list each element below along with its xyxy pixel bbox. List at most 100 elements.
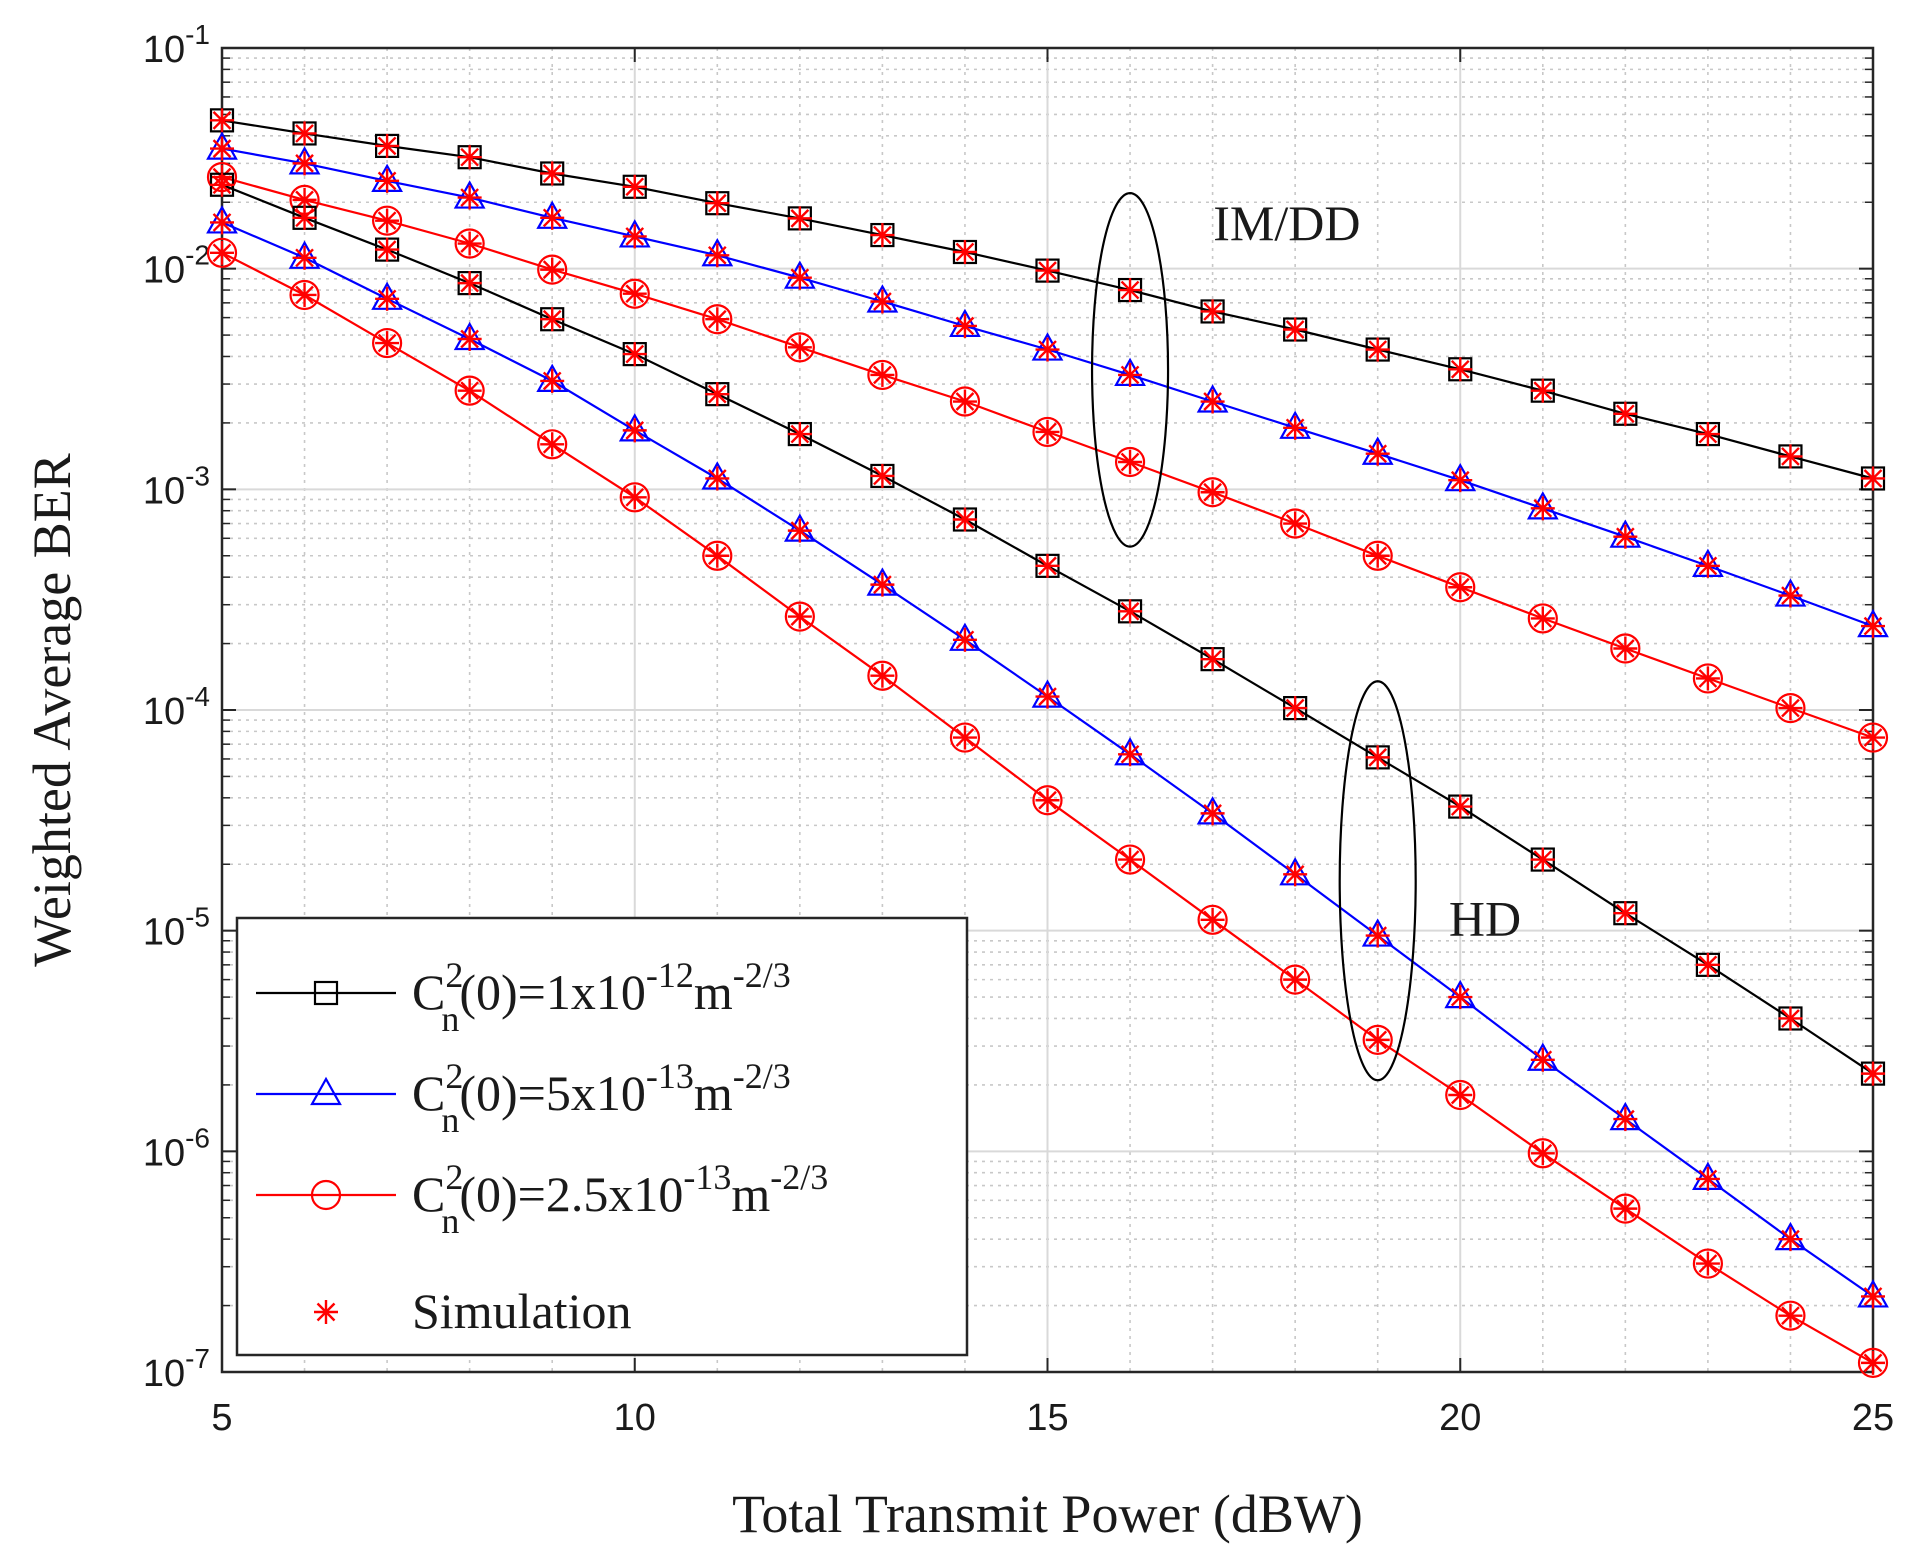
simulation-point xyxy=(787,335,812,360)
simulation-point xyxy=(375,208,400,233)
simulation-point xyxy=(375,237,400,262)
asterisk-stroke xyxy=(1038,261,1057,280)
simulation-point xyxy=(1695,1251,1720,1276)
simulation-point xyxy=(1778,1006,1803,1031)
asterisk-stroke xyxy=(542,309,562,329)
simulation-point xyxy=(1861,1350,1885,1375)
series-hd-circle xyxy=(206,237,1889,1378)
data-point-circle xyxy=(1280,964,1311,995)
series-lines xyxy=(206,108,1889,1378)
asterisk-stroke xyxy=(1698,424,1718,444)
simulation-point xyxy=(1530,1047,1555,1072)
simulation-point xyxy=(1613,636,1638,661)
asterisk-stroke xyxy=(1450,987,1470,1007)
simulation-point xyxy=(705,466,730,491)
simulation-point xyxy=(705,382,730,407)
asterisk-stroke xyxy=(1120,280,1140,300)
data-point-circle xyxy=(784,601,815,632)
asterisk-stroke xyxy=(460,381,479,400)
annotation-hd: HD xyxy=(1449,891,1521,947)
simulation-point xyxy=(457,145,482,170)
asterisk-stroke xyxy=(625,344,645,364)
asterisk-stroke xyxy=(1368,340,1388,359)
simulation-point xyxy=(1365,441,1390,466)
y-tick-label: 10-2 xyxy=(143,240,210,292)
data-point-circle xyxy=(1692,663,1724,694)
data-point-circle xyxy=(1114,844,1146,875)
y-tick-label: 10-4 xyxy=(143,681,210,733)
simulation-point xyxy=(1200,907,1225,932)
asterisk-stroke xyxy=(1368,444,1388,464)
asterisk-stroke xyxy=(460,273,479,293)
simulation-point xyxy=(787,604,812,629)
simulation-point xyxy=(1283,696,1308,721)
asterisk-stroke xyxy=(1781,586,1800,605)
simulation-point xyxy=(787,518,812,543)
asterisk-stroke xyxy=(1203,392,1222,411)
simulation-point xyxy=(210,172,234,197)
simulation-point xyxy=(1448,575,1473,600)
x-tick-label: 5 xyxy=(211,1397,232,1439)
simulation-point xyxy=(1448,357,1473,382)
asterisk-stroke xyxy=(295,285,314,305)
asterisk-stroke xyxy=(1450,577,1470,597)
asterisk-stroke xyxy=(873,666,892,686)
asterisk-stroke xyxy=(1285,865,1305,884)
data-point-circle xyxy=(949,386,981,417)
simulation-point xyxy=(1530,1141,1555,1166)
asterisk-stroke xyxy=(377,240,397,259)
asterisk-stroke xyxy=(790,268,810,288)
asterisk-stroke xyxy=(460,188,479,207)
asterisk-stroke xyxy=(377,136,397,156)
asterisk-stroke xyxy=(1616,1109,1635,1129)
simulation-point xyxy=(1861,614,1885,639)
legend-label: C2n(0)=1x10-12m-2/3​ xyxy=(412,955,791,1039)
simulation-point xyxy=(1200,480,1225,505)
simulation-point xyxy=(1283,415,1308,440)
simulation-point xyxy=(292,151,317,176)
simulation-point xyxy=(1035,258,1060,283)
simulation-point xyxy=(1448,468,1473,493)
asterisk-stroke xyxy=(1533,381,1553,400)
simulation-point xyxy=(787,206,812,231)
data-point-circle xyxy=(1527,603,1558,634)
asterisk-stroke xyxy=(707,546,727,566)
simulation-point xyxy=(1365,543,1390,568)
simulation-point xyxy=(622,342,647,367)
asterisk-stroke xyxy=(1450,1085,1470,1105)
series-hd-triangle xyxy=(206,205,1889,1309)
data-point-circle xyxy=(702,540,733,571)
simulation-point xyxy=(1613,1196,1638,1221)
legend-marker-circle xyxy=(310,1179,342,1211)
asterisk-stroke xyxy=(1450,797,1470,816)
y-tick-label: 10-3 xyxy=(143,460,210,512)
simulation-point xyxy=(787,265,812,290)
data-point-circle xyxy=(1775,1300,1806,1331)
simulation-point xyxy=(1778,696,1803,721)
asterisk-stroke xyxy=(790,338,810,357)
asterisk-stroke xyxy=(625,487,645,507)
asterisk-stroke xyxy=(460,329,479,349)
simulation-point xyxy=(457,271,482,296)
simulation-point xyxy=(1695,1166,1720,1191)
simulation-point xyxy=(1778,583,1803,608)
asterisk-stroke xyxy=(1120,452,1140,472)
data-point-circle xyxy=(619,482,650,513)
asterisk-stroke xyxy=(1698,669,1718,688)
asterisk-stroke xyxy=(1616,404,1635,424)
y-tick-label: 10-1 xyxy=(143,19,210,71)
simulation-point xyxy=(210,240,234,265)
asterisk-stroke xyxy=(1616,527,1635,547)
simulation-point xyxy=(1695,952,1720,977)
asterisk-stroke xyxy=(1781,1009,1800,1028)
legend-label: C2n(0)=5x10-13m-2/3​ xyxy=(412,1056,791,1140)
simulation-point xyxy=(952,725,977,750)
asterisk-stroke xyxy=(212,175,232,195)
y-tick-label: 10-5 xyxy=(143,902,210,954)
simulation-point xyxy=(1448,794,1473,819)
data-point-circle xyxy=(1610,1193,1641,1224)
simulation-point xyxy=(1365,923,1390,948)
asterisk-stroke xyxy=(1863,1353,1883,1373)
data-point-circle xyxy=(1114,446,1146,478)
simulation-point xyxy=(1861,466,1885,491)
